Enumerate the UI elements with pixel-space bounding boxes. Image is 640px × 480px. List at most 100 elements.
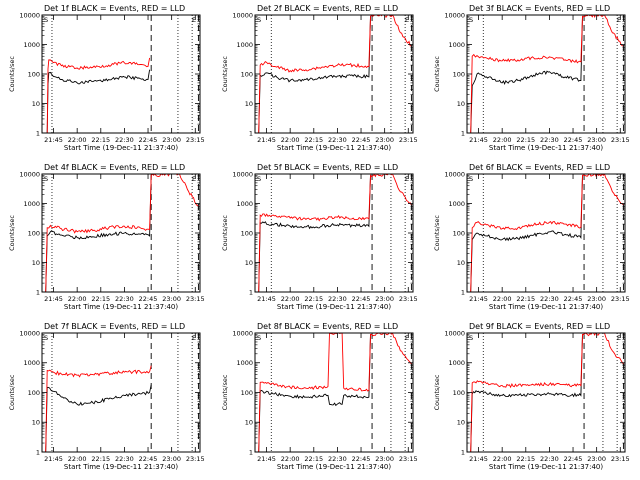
end-marker: E xyxy=(617,334,621,342)
y-axis-label: Counts/sec xyxy=(433,374,441,410)
y-tick-label: 1 xyxy=(461,288,465,296)
lld-series-line xyxy=(467,174,624,292)
x-tick-label: 22:30 xyxy=(540,295,559,303)
x-tick-label: 23:00 xyxy=(162,455,181,463)
series-group xyxy=(255,174,412,292)
detector-panel-4: Det 4f BLACK = Events, RED = LLD Counts/s… xyxy=(8,163,205,311)
series-group xyxy=(42,57,151,133)
x-tick-label: 22:15 xyxy=(516,295,535,303)
x-tick-label: 22:15 xyxy=(304,136,323,144)
y-tick-label: 1000 xyxy=(448,200,465,208)
start-marker: S xyxy=(257,16,261,24)
x-tick-label: 21:45 xyxy=(44,136,63,144)
lld-series-line xyxy=(42,365,152,452)
x-axis-title: Start Time (19-Dec-11 21:37:40) xyxy=(64,303,178,311)
y-tick-label: 10000 xyxy=(19,170,40,178)
x-axis-title: Start Time (19-Dec-11 21:37:40) xyxy=(64,463,178,471)
x-tick-label: 22:45 xyxy=(352,136,371,144)
x-tick-label: 22:15 xyxy=(516,136,535,144)
x-axis-title: Start Time (19-Dec-11 21:37:40) xyxy=(277,303,391,311)
panel-title: Det 7f BLACK = Events, RED = LLD xyxy=(44,322,185,331)
series-group xyxy=(255,333,412,452)
y-tick-label: 1 xyxy=(249,288,253,296)
y-tick-label: 1000 xyxy=(236,41,253,49)
lld-series-line xyxy=(42,57,151,133)
x-tick-label: 22:00 xyxy=(281,136,300,144)
end-marker: E xyxy=(192,334,196,342)
y-tick-label: 100 xyxy=(241,70,253,78)
series-group xyxy=(42,365,152,452)
y-tick-label: 10000 xyxy=(444,11,465,19)
x-tick-label: 21:45 xyxy=(469,295,488,303)
y-tick-label: 1 xyxy=(249,129,253,137)
plot-frame xyxy=(41,332,201,453)
x-tick-label: 22:45 xyxy=(139,136,158,144)
detector-panel-2: Det 2f BLACK = Events, RED = LLD Counts/s… xyxy=(221,4,418,152)
y-tick-label: 10 xyxy=(245,419,253,427)
events-series-line xyxy=(467,334,583,452)
y-tick-label: 10000 xyxy=(444,329,465,337)
x-tick-label: 22:45 xyxy=(352,295,371,303)
start-marker: S xyxy=(469,175,473,183)
events-series-line xyxy=(42,384,152,452)
end-marker: E xyxy=(617,16,621,24)
detector-panel-6: Det 6f BLACK = Events, RED = LLD Counts/s… xyxy=(433,163,630,311)
panel-title: Det 2f BLACK = Events, RED = LLD xyxy=(257,4,398,13)
y-tick-label: 1000 xyxy=(448,359,465,367)
y-tick-label: 1000 xyxy=(23,41,40,49)
x-tick-label: 22:15 xyxy=(516,455,535,463)
y-axis-label: Counts/sec xyxy=(433,56,441,92)
y-tick-label: 100 xyxy=(241,229,253,237)
x-axis-title: Start Time (19-Dec-11 21:37:40) xyxy=(277,144,391,152)
panel-title: Det 1f BLACK = Events, RED = LLD xyxy=(44,4,185,13)
start-marker: S xyxy=(44,334,48,342)
y-axis-label: Counts/sec xyxy=(8,215,16,251)
x-tick-label: 21:45 xyxy=(469,455,488,463)
x-axis-title: Start Time (19-Dec-11 21:37:40) xyxy=(489,303,603,311)
y-tick-label: 1 xyxy=(36,129,40,137)
events-series-line xyxy=(42,175,152,292)
detector-panel-9: Det 9f BLACK = Events, RED = LLD Counts/s… xyxy=(433,322,630,471)
lld-series-line xyxy=(42,174,199,292)
series-group xyxy=(255,15,412,133)
x-tick-label: 22:00 xyxy=(281,455,300,463)
start-marker: S xyxy=(44,16,48,24)
x-tick-label: 22:30 xyxy=(328,295,347,303)
x-tick-label: 21:45 xyxy=(257,136,276,144)
plot-frame xyxy=(254,332,414,453)
panel-title: Det 6f BLACK = Events, RED = LLD xyxy=(469,163,610,172)
plot-frame xyxy=(41,14,201,134)
x-tick-label: 23:15 xyxy=(186,295,205,303)
y-tick-label: 10000 xyxy=(19,11,40,19)
y-tick-label: 10000 xyxy=(444,170,465,178)
y-axis-label: Counts/sec xyxy=(221,215,229,251)
x-tick-label: 21:45 xyxy=(469,136,488,144)
y-tick-label: 10000 xyxy=(232,170,253,178)
y-tick-label: 100 xyxy=(241,389,253,397)
x-tick-label: 23:00 xyxy=(587,455,606,463)
series-group xyxy=(467,15,624,133)
x-tick-label: 22:15 xyxy=(304,295,323,303)
y-tick-label: 100 xyxy=(28,70,40,78)
x-tick-label: 21:45 xyxy=(44,455,63,463)
y-axis-label: Counts/sec xyxy=(8,56,16,92)
x-tick-label: 23:00 xyxy=(162,295,181,303)
y-tick-label: 1 xyxy=(249,448,253,456)
x-tick-label: 22:30 xyxy=(328,136,347,144)
y-tick-label: 10 xyxy=(32,259,40,267)
x-tick-label: 23:15 xyxy=(611,295,630,303)
x-tick-label: 22:45 xyxy=(139,295,158,303)
x-tick-label: 23:00 xyxy=(587,136,606,144)
start-marker: S xyxy=(469,16,473,24)
end-marker: E xyxy=(405,175,409,183)
x-tick-label: 22:15 xyxy=(304,455,323,463)
events-series-line xyxy=(467,16,583,133)
detector-panel-7: Det 7f BLACK = Events, RED = LLD Counts/s… xyxy=(8,322,205,471)
x-tick-label: 23:00 xyxy=(587,295,606,303)
x-axis-title: Start Time (19-Dec-11 21:37:40) xyxy=(489,463,603,471)
panel-title: Det 5f BLACK = Events, RED = LLD xyxy=(257,163,398,172)
x-tick-label: 22:45 xyxy=(564,136,583,144)
x-tick-label: 23:00 xyxy=(162,136,181,144)
panel-title: Det 4f BLACK = Events, RED = LLD xyxy=(44,163,185,172)
